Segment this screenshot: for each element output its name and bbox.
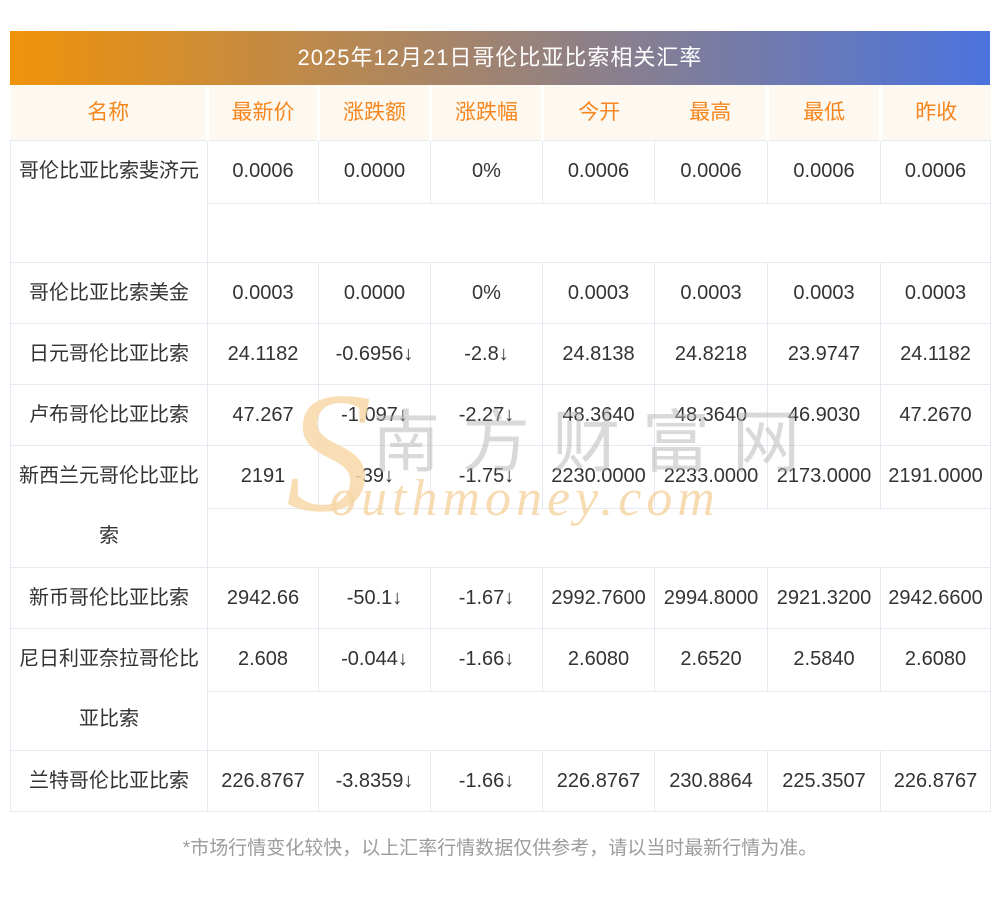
page-title: 2025年12月21日哥伦比亚比索相关汇率 bbox=[10, 31, 990, 85]
cell-prev-close: 226.8767 bbox=[880, 750, 991, 812]
cell-open: 226.8767 bbox=[542, 750, 655, 812]
cell-latest-price: 2191 bbox=[207, 445, 319, 509]
table-row: 新币哥伦比亚比索 2942.66 -50.1↓ -1.67↓ 2992.7600… bbox=[10, 567, 991, 629]
cell-prev-close: 47.2670 bbox=[880, 384, 991, 446]
cell-low: 46.9030 bbox=[767, 384, 881, 446]
cell-prev-close: 24.1182 bbox=[880, 323, 991, 385]
cell-low: 225.3507 bbox=[767, 750, 881, 812]
cell-change-percent: -1.66↓ bbox=[430, 750, 543, 812]
cell-currency-name: 新西兰元哥伦比亚比索 bbox=[10, 445, 208, 568]
table-row: 兰特哥伦比亚比索 226.8767 -3.8359↓ -1.66↓ 226.87… bbox=[10, 750, 991, 812]
cell-latest-price: 24.1182 bbox=[207, 323, 319, 385]
col-header-low: 最低 bbox=[767, 85, 882, 141]
cell-high: 2994.8000 bbox=[654, 567, 768, 629]
cell-open: 0.0006 bbox=[542, 140, 655, 204]
cell-latest-price: 2942.66 bbox=[207, 567, 319, 629]
col-header-change-percent: 涨跌幅 bbox=[430, 85, 544, 141]
cell-change-amount: -0.6956↓ bbox=[318, 323, 431, 385]
cell-high: 48.3640 bbox=[654, 384, 768, 446]
table-row: 尼日利亚奈拉哥伦比亚比索 2.608 -0.044↓ -1.66↓ 2.6080… bbox=[10, 628, 991, 751]
cell-change-amount: -3.8359↓ bbox=[318, 750, 431, 812]
cell-change-amount: -1.097↓ bbox=[318, 384, 431, 446]
table-header-row: 名称 最新价 涨跌额 涨跌幅 今开 最高 最低 昨收 bbox=[10, 85, 991, 141]
cell-open: 2230.0000 bbox=[542, 445, 655, 509]
cell-high: 24.8218 bbox=[654, 323, 768, 385]
table-row: 哥伦比亚比索美金 0.0003 0.0000 0% 0.0003 0.0003 … bbox=[10, 262, 991, 324]
cell-high: 0.0006 bbox=[654, 140, 768, 204]
cell-change-percent: -1.66↓ bbox=[430, 628, 543, 692]
cell-high: 2.6520 bbox=[654, 628, 768, 692]
cell-prev-close: 2.6080 bbox=[880, 628, 991, 692]
cell-low: 2.5840 bbox=[767, 628, 881, 692]
table-row: 卢布哥伦比亚比索 47.267 -1.097↓ -2.27↓ 48.3640 4… bbox=[10, 384, 991, 446]
table-row: 日元哥伦比亚比索 24.1182 -0.6956↓ -2.8↓ 24.8138 … bbox=[10, 323, 991, 385]
spacer-cell bbox=[207, 508, 991, 568]
col-header-prev-close: 昨收 bbox=[880, 85, 991, 141]
cell-open: 2.6080 bbox=[542, 628, 655, 692]
spacer-cell bbox=[207, 203, 991, 263]
cell-currency-name: 卢布哥伦比亚比索 bbox=[10, 384, 208, 446]
cell-low: 0.0003 bbox=[767, 262, 881, 324]
cell-low: 0.0006 bbox=[767, 140, 881, 204]
cell-open: 0.0003 bbox=[542, 262, 655, 324]
cell-currency-name: 兰特哥伦比亚比索 bbox=[10, 750, 208, 812]
cell-change-amount: -0.044↓ bbox=[318, 628, 431, 692]
cell-change-percent: -1.67↓ bbox=[430, 567, 543, 629]
col-header-high: 最高 bbox=[654, 85, 769, 141]
cell-latest-price: 226.8767 bbox=[207, 750, 319, 812]
cell-change-amount: -39↓ bbox=[318, 445, 431, 509]
cell-prev-close: 0.0006 bbox=[880, 140, 991, 204]
cell-change-percent: -1.75↓ bbox=[430, 445, 543, 509]
cell-change-percent: -2.8↓ bbox=[430, 323, 543, 385]
cell-low: 2921.3200 bbox=[767, 567, 881, 629]
cell-prev-close: 2191.0000 bbox=[880, 445, 991, 509]
cell-open: 24.8138 bbox=[542, 323, 655, 385]
cell-change-amount: -50.1↓ bbox=[318, 567, 431, 629]
cell-change-percent: 0% bbox=[430, 262, 543, 324]
table-row: 哥伦比亚比索斐济元 0.0006 0.0000 0% 0.0006 0.0006… bbox=[10, 140, 991, 263]
col-header-change-amount: 涨跌额 bbox=[318, 85, 432, 141]
col-header-latest-price: 最新价 bbox=[207, 85, 320, 141]
cell-prev-close: 0.0003 bbox=[880, 262, 991, 324]
cell-low: 23.9747 bbox=[767, 323, 881, 385]
col-header-name: 名称 bbox=[10, 85, 209, 141]
cell-currency-name: 哥伦比亚比索美金 bbox=[10, 262, 208, 324]
cell-currency-name: 日元哥伦比亚比索 bbox=[10, 323, 208, 385]
cell-open: 48.3640 bbox=[542, 384, 655, 446]
spacer-cell bbox=[207, 691, 991, 751]
cell-currency-name: 新币哥伦比亚比索 bbox=[10, 567, 208, 629]
cell-low: 2173.0000 bbox=[767, 445, 881, 509]
cell-latest-price: 0.0003 bbox=[207, 262, 319, 324]
cell-currency-name: 哥伦比亚比索斐济元 bbox=[10, 140, 208, 263]
cell-high: 230.8864 bbox=[654, 750, 768, 812]
cell-currency-name: 尼日利亚奈拉哥伦比亚比索 bbox=[10, 628, 208, 751]
cell-change-amount: 0.0000 bbox=[318, 140, 431, 204]
cell-high: 0.0003 bbox=[654, 262, 768, 324]
cell-latest-price: 0.0006 bbox=[207, 140, 319, 204]
cell-latest-price: 2.608 bbox=[207, 628, 319, 692]
exchange-rate-page: 2025年12月21日哥伦比亚比索相关汇率 名称 最新价 涨跌额 涨跌幅 今开 … bbox=[10, 31, 991, 860]
col-header-open: 今开 bbox=[542, 85, 655, 141]
disclaimer-note: *市场行情变化较快，以上汇率行情数据仅供参考，请以当时最新行情为准。 bbox=[182, 838, 818, 859]
cell-high: 2233.0000 bbox=[654, 445, 768, 509]
row-spacer bbox=[11, 203, 991, 263]
row-spacer bbox=[11, 691, 991, 751]
cell-open: 2992.7600 bbox=[542, 567, 655, 629]
exchange-rate-table: 名称 最新价 涨跌额 涨跌幅 今开 最高 最低 昨收 哥伦比亚比索斐济元 0.0… bbox=[10, 85, 991, 812]
cell-change-percent: -2.27↓ bbox=[430, 384, 543, 446]
table-row: 新西兰元哥伦比亚比索 2191 -39↓ -1.75↓ 2230.0000 22… bbox=[10, 445, 991, 568]
cell-change-amount: 0.0000 bbox=[318, 262, 431, 324]
cell-prev-close: 2942.6600 bbox=[880, 567, 991, 629]
cell-latest-price: 47.267 bbox=[207, 384, 319, 446]
cell-change-percent: 0% bbox=[430, 140, 543, 204]
